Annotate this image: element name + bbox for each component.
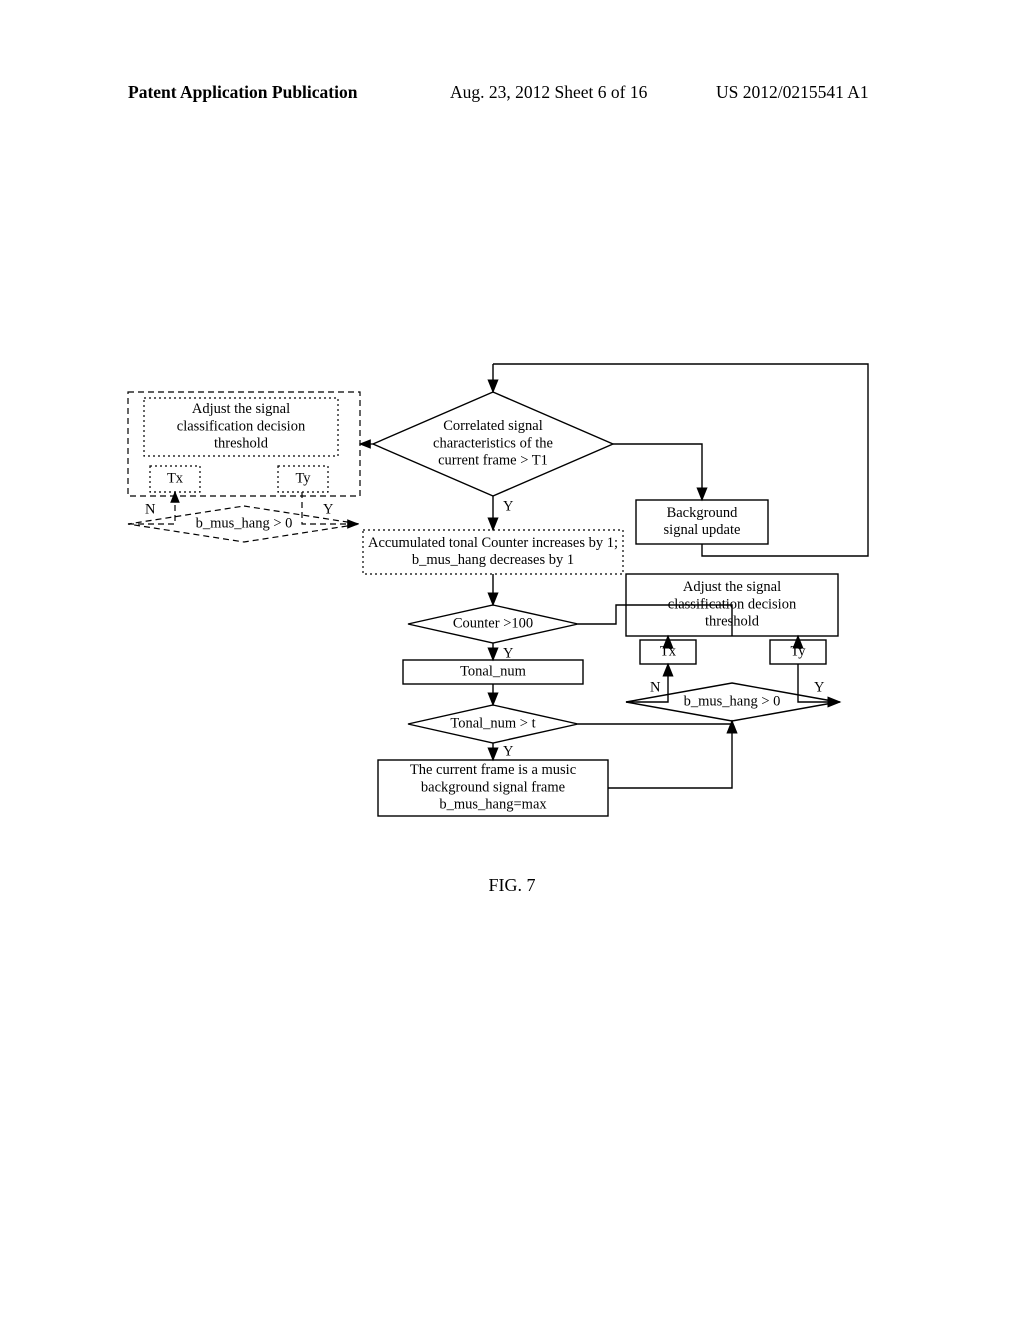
svg-text:background signal frame: background signal frame — [421, 779, 565, 795]
svg-text:Ty: Ty — [295, 470, 311, 486]
flowchart: Correlated signalcharacteristics of thec… — [0, 0, 1024, 1320]
svg-text:N: N — [145, 501, 156, 517]
svg-text:Tonal_num > t: Tonal_num > t — [450, 715, 535, 731]
svg-text:N: N — [650, 679, 661, 695]
svg-text:Y: Y — [503, 645, 514, 661]
svg-text:Y: Y — [503, 743, 514, 759]
svg-text:Correlated signal: Correlated signal — [443, 418, 542, 434]
svg-text:Accumulated tonal Counter incr: Accumulated tonal Counter increases by 1… — [368, 535, 618, 551]
svg-text:threshold: threshold — [214, 435, 269, 451]
svg-text:Tx: Tx — [660, 643, 677, 659]
svg-text:Background: Background — [667, 505, 739, 521]
svg-text:Tx: Tx — [167, 470, 184, 486]
page: Patent Application Publication Aug. 23, … — [0, 0, 1024, 1320]
svg-text:b_mus_hang decreases by 1: b_mus_hang decreases by 1 — [412, 552, 574, 568]
svg-text:classification decision: classification decision — [668, 596, 797, 612]
svg-text:Counter >100: Counter >100 — [453, 615, 533, 631]
svg-text:threshold: threshold — [705, 613, 760, 629]
svg-text:Y: Y — [814, 679, 825, 695]
svg-text:signal update: signal update — [664, 522, 741, 538]
svg-text:Adjust the signal: Adjust the signal — [192, 401, 290, 417]
svg-text:characteristics of the: characteristics of the — [433, 435, 553, 451]
svg-text:b_mus_hang > 0: b_mus_hang > 0 — [684, 693, 781, 709]
svg-text:Tonal_num: Tonal_num — [460, 663, 527, 679]
svg-text:b_mus_hang > 0: b_mus_hang > 0 — [196, 515, 293, 531]
svg-text:Y: Y — [503, 498, 514, 514]
figure-caption: FIG. 7 — [0, 875, 1024, 896]
svg-text:The current frame is a music: The current frame is a music — [410, 762, 576, 778]
svg-text:b_mus_hang=max: b_mus_hang=max — [439, 796, 547, 812]
svg-text:classification decision: classification decision — [177, 418, 306, 434]
svg-text:Y: Y — [323, 501, 334, 517]
svg-text:Ty: Ty — [790, 643, 806, 659]
svg-text:Adjust the signal: Adjust the signal — [683, 579, 781, 595]
svg-text:current frame > T1: current frame > T1 — [438, 452, 548, 468]
